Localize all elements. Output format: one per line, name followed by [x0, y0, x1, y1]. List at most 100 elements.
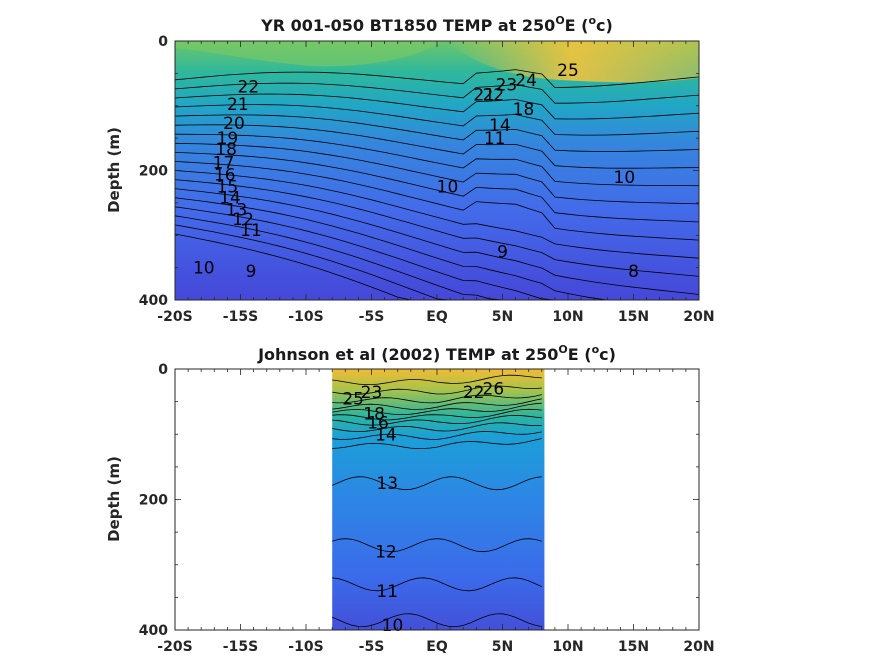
contour-label: 11: [376, 582, 398, 602]
contour-label: 9: [497, 242, 508, 262]
panel-top-field: [175, 41, 699, 300]
contour-label: 18: [513, 100, 535, 120]
panel-bottom-field: [332, 369, 545, 630]
contour-label: 13: [226, 200, 248, 220]
isotherm-line: [175, 161, 699, 241]
title-main: Johnson et al (2002) TEMP at 250: [257, 345, 558, 364]
y-tick-label: 200: [139, 493, 168, 509]
contour-label: 23: [496, 75, 518, 95]
isotherm-line: [175, 114, 699, 152]
isotherm-line: [332, 438, 542, 450]
contour-label: 26: [483, 380, 505, 400]
x-tick-label: -5S: [359, 639, 385, 655]
contour-label: 22: [463, 383, 485, 403]
contour-label: 16: [367, 414, 389, 434]
x-tick-label: 15N: [618, 309, 649, 325]
contour-label: 22: [238, 77, 260, 97]
contour-label: 10: [193, 259, 215, 279]
contour-label: 9: [246, 262, 257, 282]
panel-top-ticks: -20S -15S -10S -5S EQ 5N 10N 15N 20N 0 200 400: [139, 34, 715, 325]
isotherm-line: [332, 394, 542, 404]
isotherm-line: [175, 152, 699, 223]
y-tick-label: 200: [139, 164, 168, 180]
contour-label: 14: [219, 189, 241, 209]
contour-label: 18: [363, 404, 385, 424]
panel-top-title: YR 001-050 BT1850 TEMP at 250OE (oc): [260, 14, 613, 35]
contour-label: 15: [217, 178, 239, 198]
panel-bottom: Johnson et al (2002) TEMP at 250OE (oc) …: [105, 343, 715, 655]
panel-bottom-title: Johnson et al (2002) TEMP at 250OE (oc): [257, 343, 616, 364]
title-sup: O: [558, 343, 567, 356]
contour-label: 25: [342, 389, 364, 409]
contour-label: 21: [227, 95, 249, 115]
x-tick-label: EQ: [426, 309, 448, 325]
x-tick-label: -15S: [223, 639, 258, 655]
isotherm-line: [175, 179, 699, 277]
isotherm-line: [332, 431, 542, 440]
contour-label: 10: [382, 616, 404, 636]
x-tick-label: 10N: [552, 309, 583, 325]
isotherm-line: [332, 408, 542, 421]
title-unit-sup: o: [588, 14, 596, 27]
isotherm-line: [332, 402, 542, 416]
title-end: E (: [565, 16, 589, 35]
contour-label: 16: [214, 165, 236, 185]
isotherm-line: [175, 69, 699, 89]
contour-label: 24: [515, 71, 537, 91]
x-tick-label: 10N: [552, 639, 583, 655]
x-tick-label: 5N: [492, 639, 513, 655]
isotherm-line: [332, 385, 542, 395]
panel-top: YR 001-050 BT1850 TEMP at 250OE (oc) Dep…: [105, 14, 715, 325]
isotherm-line: [175, 170, 699, 259]
isotherm-line: [332, 538, 542, 553]
x-tick-label: -15S: [223, 309, 258, 325]
contour-label: 10: [437, 178, 459, 198]
contour-label: 17: [213, 154, 235, 174]
contour-label: 21: [473, 86, 495, 106]
title-end: E (: [568, 345, 592, 364]
title-unit-sup: o: [592, 343, 600, 356]
title-unit-end: c): [599, 345, 616, 364]
x-tick-label: -10S: [288, 309, 323, 325]
contour-label: 10: [614, 168, 636, 188]
contour-label: 19: [217, 129, 239, 149]
title-unit-end: c): [596, 16, 613, 35]
isotherm-line: [175, 142, 699, 205]
isotherm-line: [175, 104, 699, 136]
contour-label: 11: [484, 129, 506, 149]
isotherm-line: [332, 476, 542, 491]
contour-label: 12: [232, 210, 254, 230]
contour-label: 23: [361, 383, 383, 403]
contour-label: 8: [628, 262, 639, 282]
y-tick-label: 400: [139, 293, 168, 309]
contour-label: 12: [375, 543, 397, 563]
y-tick-label: 0: [158, 362, 168, 378]
panel-bottom-isotherms: [332, 374, 542, 628]
x-tick-label: -20S: [157, 309, 192, 325]
x-tick-label: -5S: [359, 309, 385, 325]
x-tick-label: EQ: [426, 639, 448, 655]
isotherm-line: [175, 197, 699, 300]
isotherm-line: [332, 577, 542, 592]
x-tick-label: -10S: [288, 639, 323, 655]
x-tick-label: -20S: [157, 639, 192, 655]
contour-label: 11: [240, 221, 262, 241]
panel-bottom-ticks: -20S -15S -10S -5S EQ 5N 10N 15N 20N 0 200 400: [139, 362, 715, 655]
contour-label: 14: [375, 425, 397, 445]
isotherm-line: [175, 233, 699, 300]
x-tick-label: 15N: [618, 639, 649, 655]
y-tick-label: 0: [158, 34, 168, 50]
contour-label: 25: [557, 61, 579, 81]
contour-label: 18: [215, 140, 237, 160]
panel-bottom-ylabel: Depth (m): [105, 456, 123, 542]
isotherm-line: [332, 414, 542, 426]
contour-label: 22: [483, 86, 505, 106]
x-tick-label: 20N: [683, 639, 714, 655]
isotherm-line: [332, 422, 542, 433]
contour-label: 13: [376, 474, 398, 494]
x-tick-label: 20N: [683, 309, 714, 325]
title-sup: O: [555, 14, 564, 27]
